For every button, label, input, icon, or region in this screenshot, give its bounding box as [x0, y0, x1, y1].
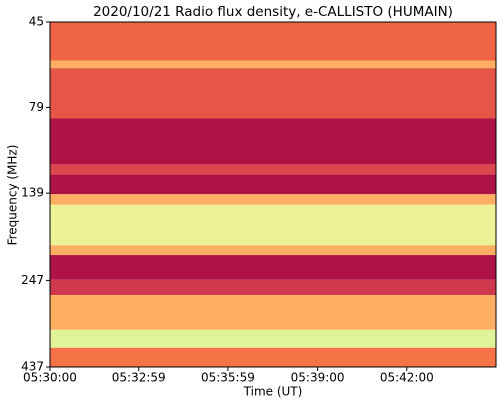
- band: [50, 194, 496, 205]
- band: [50, 164, 496, 175]
- band: [50, 329, 496, 348]
- y-tick-label: 139: [21, 186, 44, 200]
- y-tick-label: 437: [21, 360, 44, 374]
- y-tick-label: 247: [21, 273, 44, 287]
- x-tick-label: 05:39:00: [291, 371, 345, 385]
- band: [50, 255, 496, 280]
- band: [50, 118, 496, 165]
- x-tick-label: 05:35:59: [201, 371, 255, 385]
- band: [50, 22, 496, 61]
- band: [50, 68, 496, 119]
- x-tick-label: 05:32:59: [112, 371, 166, 385]
- x-axis-label: Time (UT): [243, 385, 303, 399]
- y-tick-label: 45: [29, 15, 44, 29]
- plot-frame: [49, 21, 497, 368]
- x-tick-label: 05:30:00: [23, 371, 77, 385]
- band: [50, 174, 496, 195]
- band: [50, 204, 496, 246]
- y-axis-label: Frequency (MHz): [6, 145, 20, 246]
- band: [50, 347, 496, 367]
- band: [50, 295, 496, 330]
- y-tick-label: 79: [29, 100, 44, 114]
- band: [50, 245, 496, 256]
- band: [50, 60, 496, 69]
- x-tick-label: 05:42:00: [380, 371, 434, 385]
- band: [50, 279, 496, 296]
- chart-title: 2020/10/21 Radio flux density, e-CALLIST…: [93, 4, 453, 20]
